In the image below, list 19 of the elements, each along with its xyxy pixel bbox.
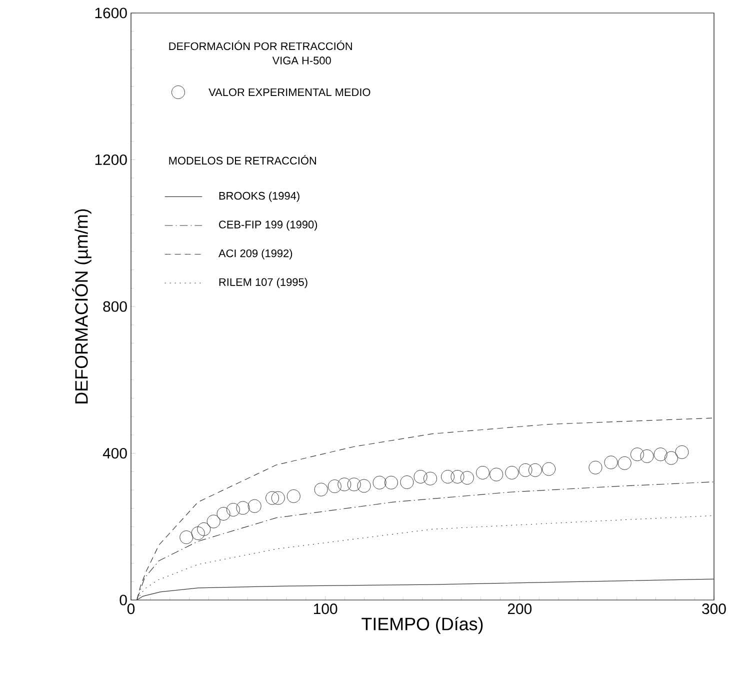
- x-axis-title: TIEMPO (Días): [362, 616, 483, 634]
- legend-label: VALOR EXPERIMENTAL MEDIO: [208, 88, 370, 96]
- legend-label: BROOKS (1994): [219, 192, 300, 202]
- y-tick-label: 1600: [95, 8, 127, 18]
- legend-label: CEB-FIP 199 (1990): [219, 220, 318, 231]
- y-axis-title: DEFORMACIÓN (µm/m): [72, 209, 92, 404]
- legend-title: MODELOS DE RETRACCIÓN: [169, 154, 316, 165]
- x-tick-label: 200: [508, 604, 532, 614]
- y-tick-label: 800: [103, 301, 127, 312]
- legend-label: ACI 209 (1992): [218, 249, 292, 260]
- y-tick-label: 0: [120, 594, 127, 606]
- x-tick-label: 100: [314, 604, 338, 614]
- y-tick-label: 1200: [95, 154, 127, 166]
- text: VIGA H-500: [272, 56, 331, 64]
- legend-label: RILEM 107 (1995): [219, 278, 308, 288]
- x-tick-label: 300: [702, 604, 726, 614]
- text: DEFORMACIÓN POR RETRACCIÓN: [169, 40, 352, 50]
- y-tick-label: 400: [102, 448, 127, 459]
- x-tick-label: 0: [127, 604, 135, 614]
